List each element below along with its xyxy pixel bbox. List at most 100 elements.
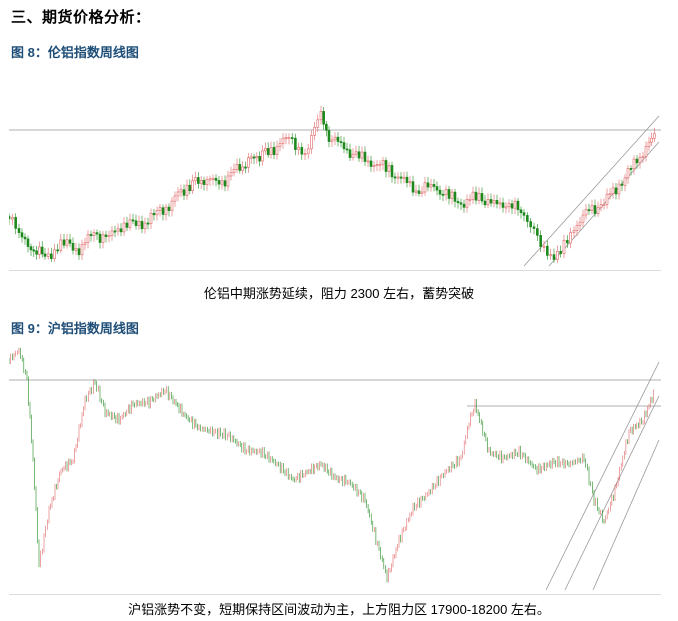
chart8-candle-body: [306, 148, 310, 154]
chart8-candle-body: [14, 217, 17, 229]
chart8-candle-body: [65, 239, 69, 246]
chart8-candle-body: [456, 201, 460, 204]
chart8-candle-body: [426, 182, 430, 188]
chart8-candle-body: [68, 239, 72, 244]
chart8-candle-body: [89, 234, 93, 237]
chart8-candle-body: [596, 207, 600, 214]
chart8-candle-body: [104, 234, 108, 237]
chart8-candle-body: [50, 253, 53, 260]
chart8-candle-body: [393, 176, 397, 179]
chart8-candle-body: [77, 248, 81, 256]
chart8-candle-body: [444, 189, 448, 196]
chart8-candle-body: [35, 250, 38, 255]
chart8-candle-body: [182, 189, 186, 196]
chart8-candle-body: [161, 207, 165, 215]
chart8-candle-body: [11, 217, 14, 220]
chart8-candle-body: [188, 184, 192, 191]
chart8-candle-body: [98, 233, 102, 243]
chart8-candle-body: [313, 126, 316, 136]
chart8-candle-body: [405, 176, 409, 183]
chart8-candle-body: [513, 200, 517, 209]
chart8-candle-body: [578, 221, 582, 226]
chart8-candle-body: [208, 178, 212, 181]
chart8-candle-body: [300, 147, 304, 155]
chart8-candle-body: [632, 158, 636, 170]
chart8-candle-body: [539, 235, 542, 247]
chart8-candle-body: [638, 156, 642, 164]
chart8-candle-body: [357, 151, 361, 159]
chart8-candle-body: [435, 186, 439, 191]
chart9-channel-c: [592, 439, 660, 591]
chart8-candle-body: [590, 205, 594, 211]
chart8-candle-body: [40, 246, 44, 255]
chart8-candle-body: [507, 203, 511, 208]
chart8-candle-body: [261, 150, 264, 162]
chart8-candle-body: [95, 232, 99, 235]
chart8-candle-body: [644, 146, 648, 157]
chart8-candle-body: [32, 249, 36, 252]
chart8-candle-body: [92, 232, 96, 237]
chart8-candle-body: [86, 234, 90, 243]
chart8-candle-body: [477, 193, 481, 201]
chart8-candle-body: [113, 230, 117, 233]
chart8-candle-body: [275, 145, 279, 156]
chart8-candle-body: [325, 123, 328, 131]
chart8-candle-body: [38, 246, 41, 255]
chart8-candle-body: [137, 221, 141, 226]
chart8-candle-body: [522, 212, 526, 216]
chart8-candle-body: [438, 189, 442, 195]
chart8-candle-body: [492, 200, 496, 204]
chart8-candle-body: [408, 181, 412, 184]
chart8-candle-body: [581, 214, 585, 223]
chart8-candle-body: [345, 148, 349, 151]
chart8-candle-body: [559, 251, 562, 254]
chart8-candle-body: [152, 212, 156, 216]
chart8-candle-body: [83, 242, 87, 246]
chart8-candle-body: [489, 199, 493, 204]
chart8-candle-body: [131, 219, 135, 222]
figure8-title: 图 8：伦铝指数周线图: [11, 45, 139, 60]
chart8-candle-body: [116, 228, 120, 232]
chart8-candle-body: [562, 240, 566, 254]
chart8-candle-body: [605, 193, 609, 205]
chart8-candle-body: [255, 156, 259, 159]
chart8-candle-body: [572, 230, 576, 233]
chart8-candle-body: [441, 193, 445, 196]
chart8-candle-body: [653, 133, 656, 139]
chart8-candle-body: [474, 191, 478, 201]
chart8-candle-body: [158, 207, 162, 211]
chart8-candle-body: [498, 202, 502, 205]
chart8-candle-body: [179, 189, 183, 193]
chart8-candle-body: [483, 200, 487, 206]
chart8-candle-body: [71, 242, 75, 251]
chart8-candle-body: [620, 183, 624, 186]
chart8-candle-body: [327, 130, 331, 142]
chart8-candle-body: [569, 232, 572, 244]
chart8-candle-body: [330, 139, 334, 142]
chart8-candle-body: [417, 190, 421, 194]
chart8-candle-body: [420, 191, 424, 194]
chart8-candle-body: [319, 111, 323, 121]
chart8-candle-body: [297, 147, 300, 150]
chart8-candle-body: [173, 195, 177, 202]
chart8-candle-body: [170, 200, 174, 211]
chart8-candle-body: [80, 244, 84, 256]
chart8-candle-body: [281, 137, 285, 144]
chart8-candle-body: [396, 176, 400, 179]
chart8-candle-body: [241, 166, 244, 171]
chart8-svg: [9, 105, 661, 267]
chart8-candle-body: [617, 183, 621, 195]
chart8-candle-body: [504, 206, 508, 209]
chart8-candle-body: [303, 153, 307, 156]
chart8-candle-body: [202, 180, 206, 185]
chart8-candle-body: [641, 155, 645, 158]
chart8-candle-body: [486, 199, 490, 206]
chart8-candle-body: [217, 180, 221, 185]
chart8-candle-body: [220, 180, 224, 185]
chart8-candle-body: [167, 206, 171, 211]
chart8-candle-body: [199, 180, 203, 184]
chart8-candle-body: [74, 248, 78, 251]
chart8-candle-body: [587, 209, 591, 212]
chart8-candle-body: [552, 254, 556, 260]
chart8-candle-body: [384, 160, 388, 172]
